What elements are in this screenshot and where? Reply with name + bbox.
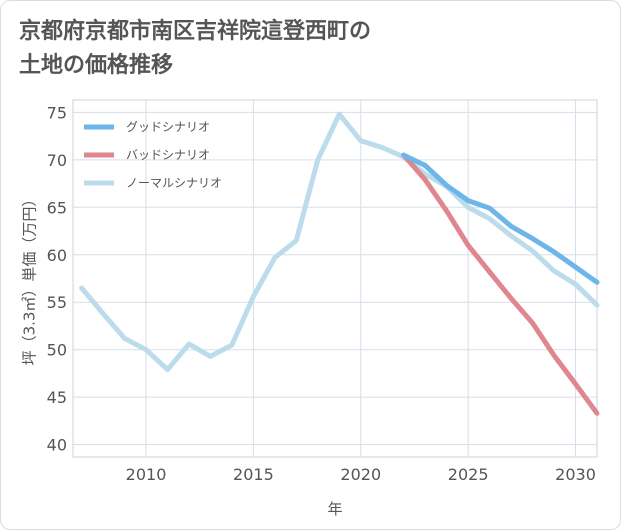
x-axis-label: 年 — [327, 500, 342, 518]
chart-title-line-1: 京都府京都市南区吉祥院這登西町の — [19, 19, 372, 44]
y-tick-label: 75 — [47, 103, 67, 122]
legend-label: バッドシナリオ — [126, 148, 210, 162]
legend-label: ノーマルシナリオ — [126, 176, 222, 190]
y-tick-label: 55 — [47, 293, 67, 312]
y-tick-label: 60 — [47, 246, 67, 265]
y-tick-label: 50 — [47, 341, 67, 360]
y-axis-label: 坪（3.3㎡）単価（万円） — [21, 192, 39, 366]
x-tick-label: 2010 — [126, 465, 167, 484]
x-tick-label: 2020 — [340, 465, 381, 484]
y-tick-label: 65 — [47, 198, 67, 217]
y-tick-label: 40 — [47, 436, 67, 455]
series-line-1 — [401, 152, 600, 416]
series-line-2 — [79, 111, 600, 373]
x-tick-label: 2025 — [448, 465, 489, 484]
legend-label: グッドシナリオ — [126, 120, 210, 134]
plot-area — [72, 99, 598, 458]
y-tick-label: 70 — [47, 151, 67, 170]
x-tick-label: 2015 — [233, 465, 274, 484]
y-tick-label: 45 — [47, 388, 67, 407]
chart-ticks: 40 45 50 55 60 65 70 75 2010 2015 2020 2025 2030 — [47, 103, 596, 484]
chart-series — [79, 111, 600, 416]
series-line-0 — [401, 152, 600, 285]
chart-title-line-2: 土地の価格推移 — [19, 53, 174, 78]
x-tick-label: 2030 — [555, 465, 596, 484]
chart-title: 京都府京都市南区吉祥院這登西町の 土地の価格推移 — [19, 15, 371, 83]
chart-grid — [73, 100, 597, 457]
